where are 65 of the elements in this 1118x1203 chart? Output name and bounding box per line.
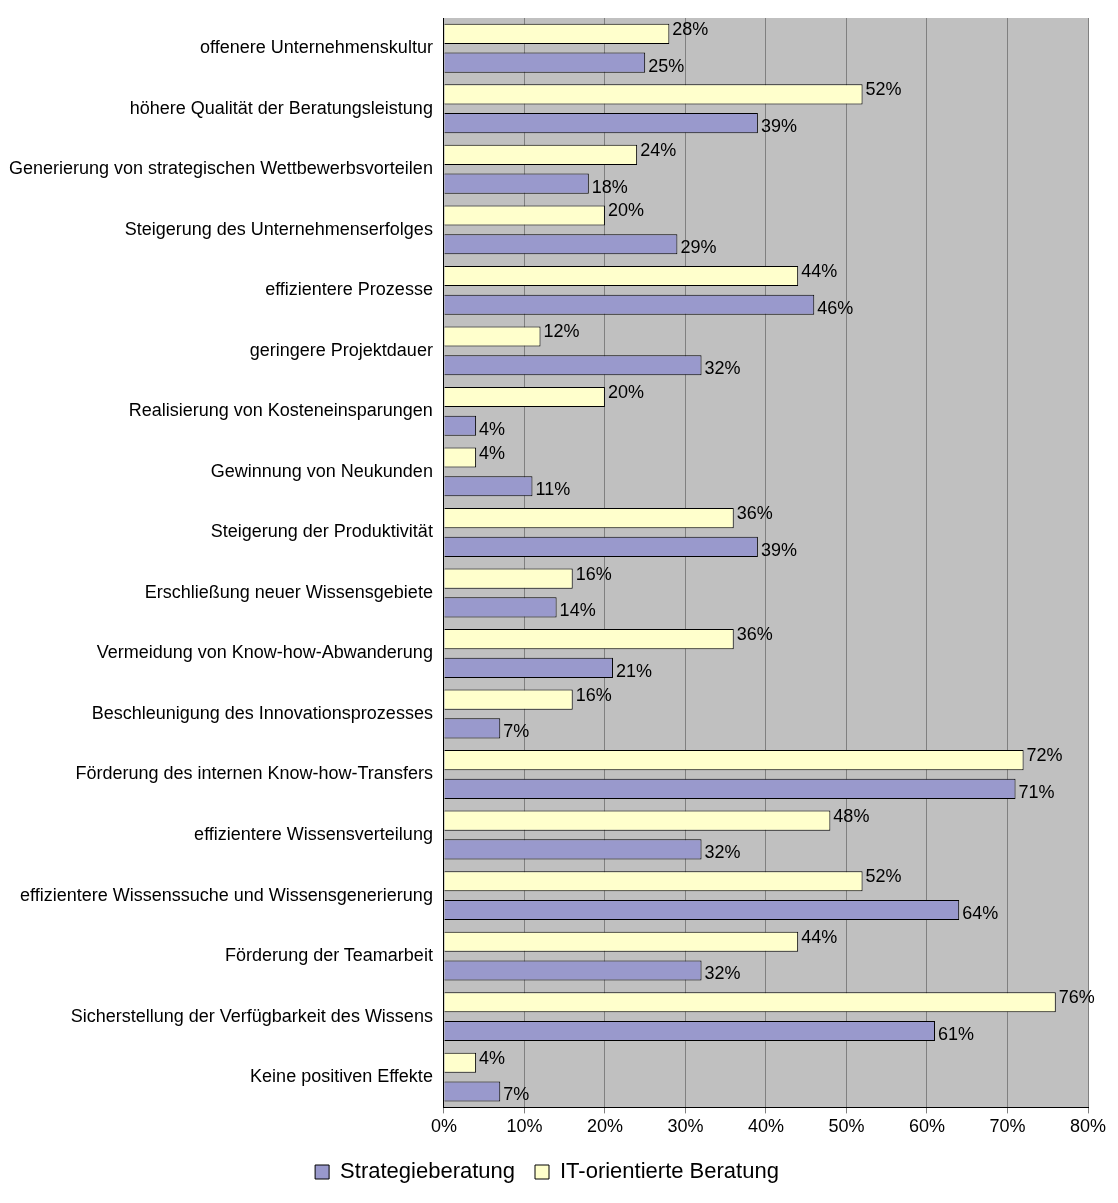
data-label: 39% [760,116,797,137]
y-tick-label: Steigerung der Produktivität [210,521,433,542]
x-tick-label: 10% [506,1116,543,1137]
y-tick-label: effizientere Wissensverteilung [194,824,433,845]
data-label: 20% [607,381,644,402]
y-tick-label: höhere Qualität der Beratungsleistung [129,97,433,118]
data-label: 28% [672,18,709,39]
data-label: 36% [736,624,773,645]
data-label: 24% [640,139,677,160]
y-tick-label: Sicherstellung der Verfügbarkeit des Wissens [70,1005,433,1026]
data-label: 29% [680,237,717,258]
data-label: 32% [704,963,741,984]
data-label: 44% [801,926,838,947]
y-tick-label: effizientere Prozesse [265,279,433,300]
y-tick-label: Generierung von strategischen Wettbewerbsvorteilen [8,158,433,179]
data-label: 76% [1058,987,1095,1008]
x-tick-label: 80% [1069,1116,1107,1137]
x-tick-label: 30% [667,1116,704,1137]
data-label: 61% [938,1023,975,1044]
x-tick-label: 20% [586,1116,623,1137]
data-label: 64% [962,902,999,923]
y-tick-label: Keine positiven Effekte [250,1066,433,1087]
data-label: 36% [736,503,773,524]
data-label: 46% [817,297,854,318]
data-label: 7% [503,1084,530,1105]
data-label: 52% [865,79,902,100]
data-label: 32% [704,842,741,863]
y-tick-label: offenere Unternehmenskultur [200,37,433,58]
legend-label: Strategieberatung [340,1158,516,1184]
y-tick-label: Gewinnung von Neukunden [210,460,433,481]
data-label: 39% [760,539,797,560]
y-tick-label: Förderung der Teamarbeit [225,945,433,966]
data-label: 44% [801,260,838,281]
y-tick-label: Realisierung von Kosteneinsparungen [128,400,433,421]
x-tick-label: 40% [747,1116,784,1137]
x-tick-label: 0% [430,1116,457,1137]
legend-label: IT-orientierte Beratung [560,1158,779,1184]
y-tick-label: Steigerung des Unternehmenserfolges [124,218,433,239]
data-label: 20% [607,200,644,221]
y-tick-label: Förderung des internen Know-how-Transfers [75,763,433,784]
x-tick-label: 70% [989,1116,1026,1137]
y-tick-label: Vermeidung von Know-how-Abwanderung [96,642,433,663]
data-label: 4% [479,442,506,463]
data-label: 52% [865,866,902,887]
x-tick-label: 60% [908,1116,945,1137]
y-tick-label: geringere Projektdauer [249,339,433,360]
data-label: 18% [591,176,628,197]
y-tick-label: effizientere Wissenssuche und Wissensgenerierung [20,884,433,905]
data-label: 12% [543,321,580,342]
data-label: 21% [615,660,652,681]
data-label: 4% [479,418,506,439]
data-label: 25% [648,55,685,76]
data-label: 11% [535,479,571,500]
data-label: 14% [559,600,596,621]
y-tick-label: Beschleunigung des Innovationsprozesses [91,702,433,723]
data-label: 16% [575,684,612,705]
data-label: 48% [833,805,870,826]
data-label: 72% [1026,745,1063,766]
data-label: 32% [704,358,741,379]
data-label: 7% [503,721,530,742]
y-tick-label: Erschließung neuer Wissensgebiete [144,581,433,602]
x-tick-label: 50% [828,1116,865,1137]
data-label: 71% [1018,781,1055,802]
data-label: 4% [479,1047,506,1068]
data-label: 16% [575,563,612,584]
